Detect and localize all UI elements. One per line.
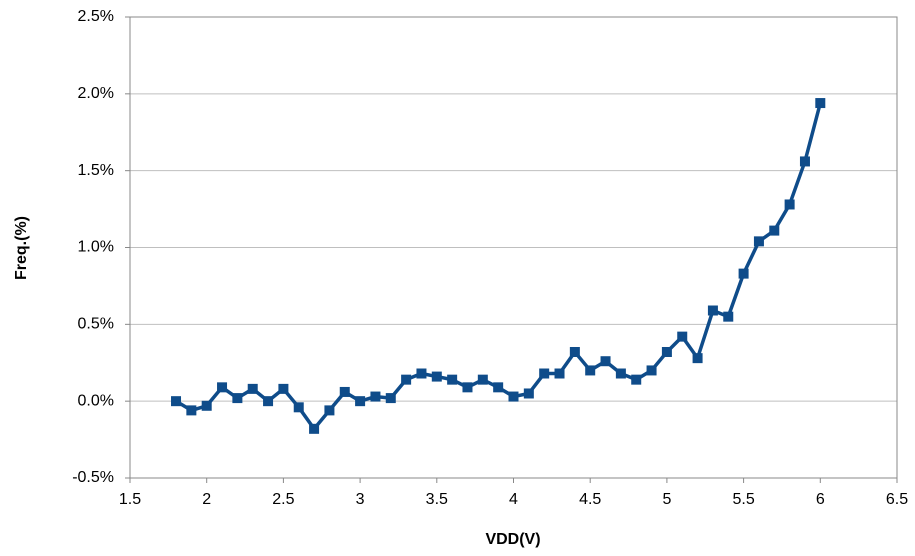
x-tick-label: 3 bbox=[356, 491, 365, 508]
x-tick-label: 1.5 bbox=[119, 491, 141, 508]
data-point bbox=[278, 383, 289, 394]
data-point bbox=[355, 396, 366, 407]
data-point bbox=[707, 305, 718, 316]
x-axis-title: VDD(V) bbox=[485, 531, 540, 548]
data-point bbox=[447, 374, 458, 385]
y-tick-label: 1.5% bbox=[78, 162, 114, 179]
y-tick-label: -0.5% bbox=[72, 469, 114, 486]
data-point bbox=[569, 346, 580, 357]
data-point bbox=[615, 368, 626, 379]
x-tick-label: 6 bbox=[816, 491, 825, 508]
data-point bbox=[385, 393, 396, 404]
y-tick-label: 0.0% bbox=[78, 392, 114, 409]
data-point bbox=[753, 236, 764, 247]
x-tick-label: 4.5 bbox=[579, 491, 601, 508]
data-point bbox=[769, 225, 780, 236]
data-point bbox=[600, 356, 611, 367]
y-tick-label: 2.5% bbox=[78, 8, 114, 25]
data-point bbox=[539, 368, 550, 379]
data-point bbox=[723, 311, 734, 322]
x-tick-label: 2 bbox=[202, 491, 211, 508]
data-point bbox=[508, 391, 519, 402]
data-point bbox=[554, 368, 565, 379]
data-line bbox=[175, 102, 822, 431]
data-point bbox=[247, 383, 258, 394]
data-point bbox=[370, 391, 381, 402]
x-tick-label: 2.5 bbox=[272, 491, 294, 508]
data-point bbox=[784, 199, 795, 210]
data-point bbox=[293, 402, 304, 413]
y-axis-title: Freq.(%) bbox=[13, 216, 30, 280]
y-tick-label: 2.0% bbox=[78, 85, 114, 102]
data-point bbox=[646, 365, 657, 376]
data-point bbox=[401, 374, 412, 385]
data-point bbox=[171, 396, 182, 407]
data-point bbox=[431, 371, 442, 382]
data-point bbox=[692, 353, 703, 364]
data-point bbox=[631, 374, 642, 385]
data-point bbox=[324, 405, 335, 416]
data-point bbox=[232, 393, 243, 404]
data-point bbox=[738, 268, 749, 279]
x-tick-label: 5 bbox=[662, 491, 671, 508]
data-point bbox=[493, 382, 504, 393]
y-tick-label: 0.5% bbox=[78, 316, 114, 333]
plot-border bbox=[129, 16, 898, 479]
y-tick-label: 1.0% bbox=[78, 239, 114, 256]
data-point bbox=[677, 331, 688, 342]
data-point bbox=[585, 365, 596, 376]
data-point bbox=[217, 382, 228, 393]
data-point bbox=[263, 396, 274, 407]
x-tick-label: 3.5 bbox=[426, 491, 448, 508]
data-point bbox=[339, 386, 350, 397]
x-tick-label: 5.5 bbox=[732, 491, 754, 508]
data-point bbox=[201, 400, 212, 411]
data-point bbox=[523, 388, 534, 399]
data-point bbox=[416, 368, 427, 379]
x-tick-label: 6.5 bbox=[886, 491, 908, 508]
x-tick-label: 4 bbox=[509, 491, 518, 508]
data-point bbox=[462, 382, 473, 393]
data-point bbox=[799, 156, 810, 167]
data-point bbox=[477, 374, 488, 385]
data-point bbox=[309, 423, 320, 434]
data-point bbox=[186, 405, 197, 416]
data-point bbox=[661, 346, 672, 357]
data-point bbox=[815, 98, 826, 109]
